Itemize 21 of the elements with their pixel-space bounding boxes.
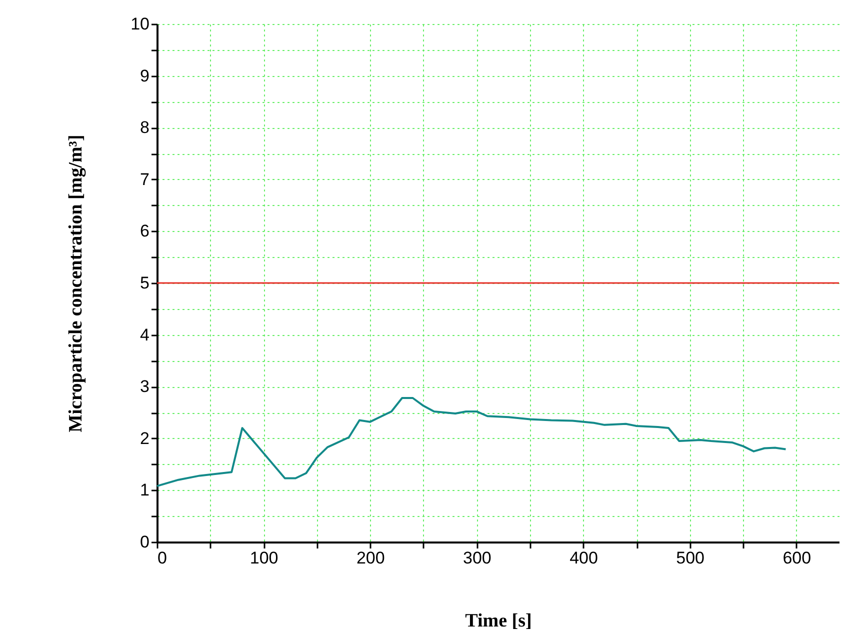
y-tick-label: 4 <box>140 325 150 344</box>
x-tick-label: 500 <box>676 548 704 568</box>
line-series <box>156 396 787 488</box>
y-tick-label: 2 <box>140 428 150 448</box>
x-tick-label: 100 <box>250 548 278 568</box>
y-tick-label: 10 <box>130 14 150 34</box>
y-tick-label: 8 <box>140 118 150 138</box>
y-tick-label: 3 <box>140 377 150 396</box>
y-axis-title: Microparticle concentration [mg/m³] <box>66 134 87 432</box>
x-tick-label: 200 <box>356 548 385 568</box>
x-tick-label: 400 <box>570 548 598 568</box>
y-tick-label: 6 <box>140 222 150 241</box>
y-tick-label: 5 <box>140 274 150 292</box>
y-tick-label: 1 <box>140 480 150 500</box>
y-tick-label: 9 <box>140 66 150 86</box>
x-tick-label: 0 <box>158 548 167 568</box>
x-tick-label: 600 <box>782 548 812 568</box>
y-tick-label: 7 <box>140 170 150 189</box>
x-tick-label: 300 <box>463 548 492 568</box>
x-axis-title: Time [s] <box>465 610 532 632</box>
y-tick-label: 0 <box>140 532 150 552</box>
